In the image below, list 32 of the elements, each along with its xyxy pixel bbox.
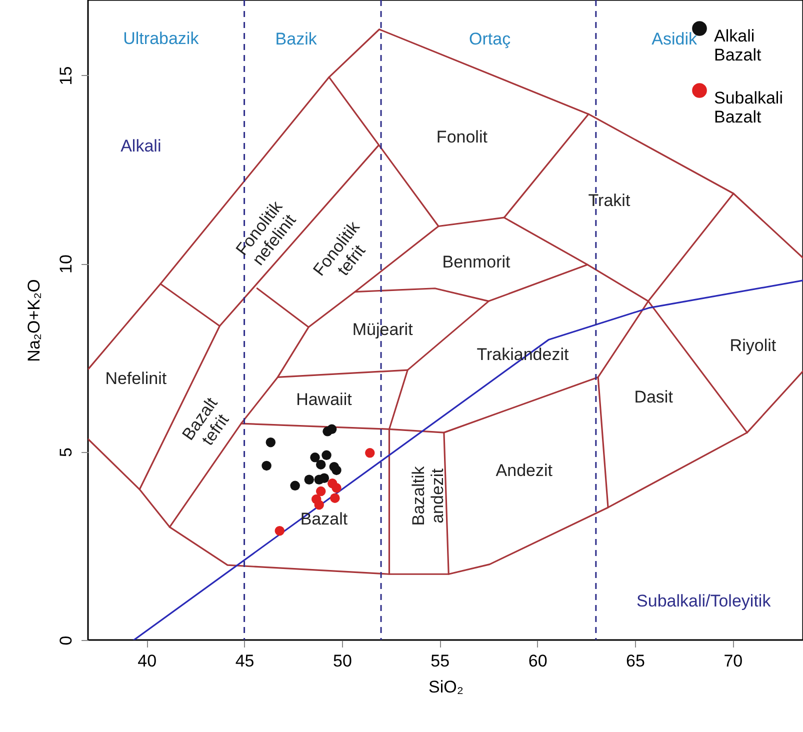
x-tick-label: 70 [724, 652, 743, 670]
annotation: Benmorit [442, 252, 511, 272]
annotation: Andezit [496, 461, 553, 480]
x-tick-label: 40 [138, 652, 157, 670]
x-tick-label: 65 [626, 652, 645, 670]
legend-label: Alkali Bazalt [714, 26, 762, 64]
y-tick-label: 10 [56, 254, 76, 274]
y-tick-label: 15 [56, 66, 76, 86]
y-tick-label: 0 [56, 636, 76, 646]
annotation: Riyolit [730, 336, 776, 356]
y-tick-label: 5 [56, 448, 76, 457]
x-tick-label: 55 [430, 652, 450, 670]
annotation: Asidik [652, 30, 698, 49]
annotation: Bazaltik andezit [409, 466, 448, 526]
annotation: Fonolit [436, 128, 488, 147]
annotation: Ultrabazik [123, 29, 200, 48]
y-axis-title: Na₂O+K₂O [24, 279, 44, 362]
annotation: Bazik [275, 30, 318, 49]
x-tick-label: 45 [235, 652, 254, 670]
annotation: Alkali [120, 136, 162, 156]
annotation: Bazalt [300, 510, 348, 529]
x-axis-title: SiO₂ [428, 678, 464, 696]
annotation: Dasit [634, 387, 674, 406]
annotation: Ortaç [469, 30, 512, 49]
annotation: Subalkali/Toleyitik [636, 592, 772, 611]
x-tick-label: 50 [333, 652, 352, 670]
annotation: Müjearit [352, 320, 414, 340]
annotation: Trakit [588, 190, 630, 210]
x-tick-label: 60 [528, 652, 548, 670]
annotation: Hawaiit [296, 390, 352, 409]
legend-label: Subalkali Bazalt [714, 88, 783, 126]
annotation: Nefelinit [105, 368, 167, 388]
